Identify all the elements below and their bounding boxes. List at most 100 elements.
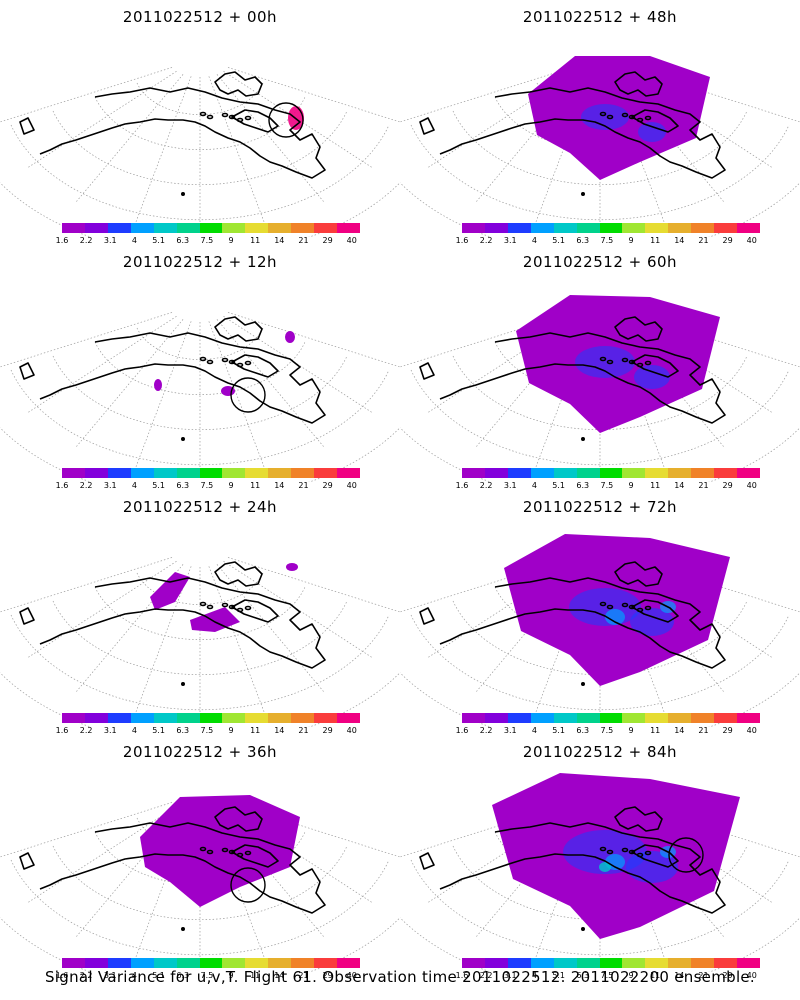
island: [644, 850, 652, 856]
colorbar-swatch: [622, 958, 646, 968]
island: [644, 115, 652, 121]
island: [621, 112, 629, 118]
longitude-line: [400, 312, 573, 368]
island: [606, 359, 614, 365]
longitude-line: [208, 76, 266, 225]
colorbar-swatch: [62, 958, 85, 968]
panel-title: 2011022512 + 60h: [522, 253, 678, 271]
colorbar-swatch: [576, 223, 600, 233]
colorbar-swatch: [337, 223, 360, 233]
colorbar-swatch: [484, 223, 508, 233]
colorbar-tick-label: 3.1: [503, 236, 517, 245]
island: [236, 607, 244, 613]
colorbar-swatch: [714, 223, 738, 233]
colorbar-swatch: [222, 713, 246, 723]
colorbar-labels: 1.6 2.2 3.1 4 5.1 6.3 7.5 9 11 14 21 29 40: [452, 726, 772, 736]
colorbar-swatch: [599, 713, 623, 723]
observation-circle: [268, 102, 304, 138]
colorbar-tick-label: 9: [628, 481, 634, 490]
polar-map: [400, 56, 800, 237]
map-panel: 2011022512 + 48h 1.6 2.2 3.1 4 5.1 6.3 7.5 9 11 14…: [400, 0, 800, 245]
longitude-line: [208, 321, 266, 470]
colorbar-tick-label: 7.5: [200, 236, 214, 245]
colorbar-tick-label: 2.2: [79, 481, 93, 490]
colorbar-swatch: [462, 468, 485, 478]
map-panel: 2011022512 + 36h 1.6 2.2 3.1 4 5.1 6.3 7.5 9 11 14…: [0, 735, 400, 980]
colorbar-swatch: [268, 223, 292, 233]
colorbar-tick-label: 14: [274, 481, 285, 490]
latitude-line: [94, 586, 306, 640]
colorbar-swatch: [199, 713, 223, 723]
colorbar-tick-label: 6.3: [576, 971, 590, 980]
longitude-line: [427, 561, 577, 658]
map-panel: 2011022512 + 60h 1.6 2.2 3.1 4 5.1 6.3 7.5 9 11 14…: [400, 245, 800, 490]
colorbar-tick-label: 14: [674, 481, 685, 490]
coastline-bay: [631, 599, 679, 623]
colorbar-tick-label: 9: [228, 971, 234, 980]
colorbar-swatch: [645, 223, 669, 233]
colorbar-tick-label: 29: [322, 481, 333, 490]
colorbar-tick-label: 1.6: [55, 726, 69, 735]
signal-variance-field: [140, 795, 300, 907]
map-panel: 2011022512 + 00h 1.6 2.2 3.1 4 5.1 6.3 7.5 9 11 14…: [0, 0, 400, 245]
colorbar-tick-label: 9: [228, 236, 234, 245]
coastline-arctic-islands: [614, 561, 663, 587]
coastline: [419, 806, 726, 932]
colorbar-tick-label: 14: [274, 726, 285, 735]
island: [221, 847, 229, 853]
panel-title: 2011022512 + 00h: [122, 8, 278, 26]
colorbar-tick-label: 3.1: [503, 726, 517, 735]
coastline-arctic-islands: [214, 561, 263, 587]
longitude-line: [427, 806, 577, 903]
colorbar-swatch: [462, 958, 485, 968]
longitude-line: [0, 67, 173, 123]
island: [244, 850, 252, 856]
colorbar-swatch: [484, 713, 508, 723]
island: [581, 192, 586, 197]
colorbar-swatch: [291, 713, 315, 723]
map-panel: 2011022512 + 84h 1.6 2.2 3.1 4 5.1 6.3 7.5 9 11 14…: [400, 735, 800, 980]
coastline-bay: [631, 354, 679, 378]
coastline-arctic-islands: [614, 316, 663, 342]
colorbar-swatch: [153, 713, 177, 723]
colorbar-swatch: [645, 468, 669, 478]
colorbar-swatch: [507, 223, 531, 233]
colorbar-labels: 1.6 2.2 3.1 4 5.1 6.3 7.5 9 11 14 21 29 40: [452, 481, 772, 491]
panel-title: 2011022512 + 48h: [522, 8, 678, 26]
coastline-bay: [231, 844, 279, 868]
colorbar-tick-label: 14: [274, 971, 285, 980]
colorbar-swatch: [576, 958, 600, 968]
colorbar-swatch: [222, 468, 246, 478]
colorbar-tick-label: 14: [674, 971, 685, 980]
island: [199, 601, 207, 607]
island: [606, 114, 614, 120]
colorbar-tick-label: 4: [131, 481, 137, 490]
longitude-line: [227, 802, 400, 858]
colorbar-tick-label: 21: [298, 971, 309, 980]
colorbar-tick-label: 7.5: [600, 236, 614, 245]
colorbar: [62, 223, 360, 233]
signal-variance-field: [492, 773, 740, 939]
colorbar-tick-label: 2.2: [79, 971, 93, 980]
latitude-line: [10, 859, 390, 956]
island: [199, 356, 207, 362]
variance-core: [626, 851, 678, 883]
colorbar-tick-label: 6.3: [576, 481, 590, 490]
coastline-west-island: [419, 362, 435, 380]
colorbar-tick-label: 2.2: [79, 236, 93, 245]
colorbar-tick-label: 7.5: [200, 971, 214, 980]
longitude-line: [400, 557, 573, 613]
colorbar-tick-label: 21: [298, 481, 309, 490]
longitude-line: [27, 806, 177, 903]
polar-map: [0, 312, 400, 482]
colorbar-swatch: [245, 468, 269, 478]
coastline: [19, 561, 326, 687]
colorbar-swatch: [62, 713, 85, 723]
colorbar-tick-label: 6.3: [576, 236, 590, 245]
latitude-line: [52, 355, 348, 431]
coastline-main: [439, 87, 726, 179]
variance-core: [638, 122, 666, 142]
variance-core: [575, 346, 635, 378]
island: [181, 192, 186, 197]
colorbar-swatch: [737, 958, 760, 968]
